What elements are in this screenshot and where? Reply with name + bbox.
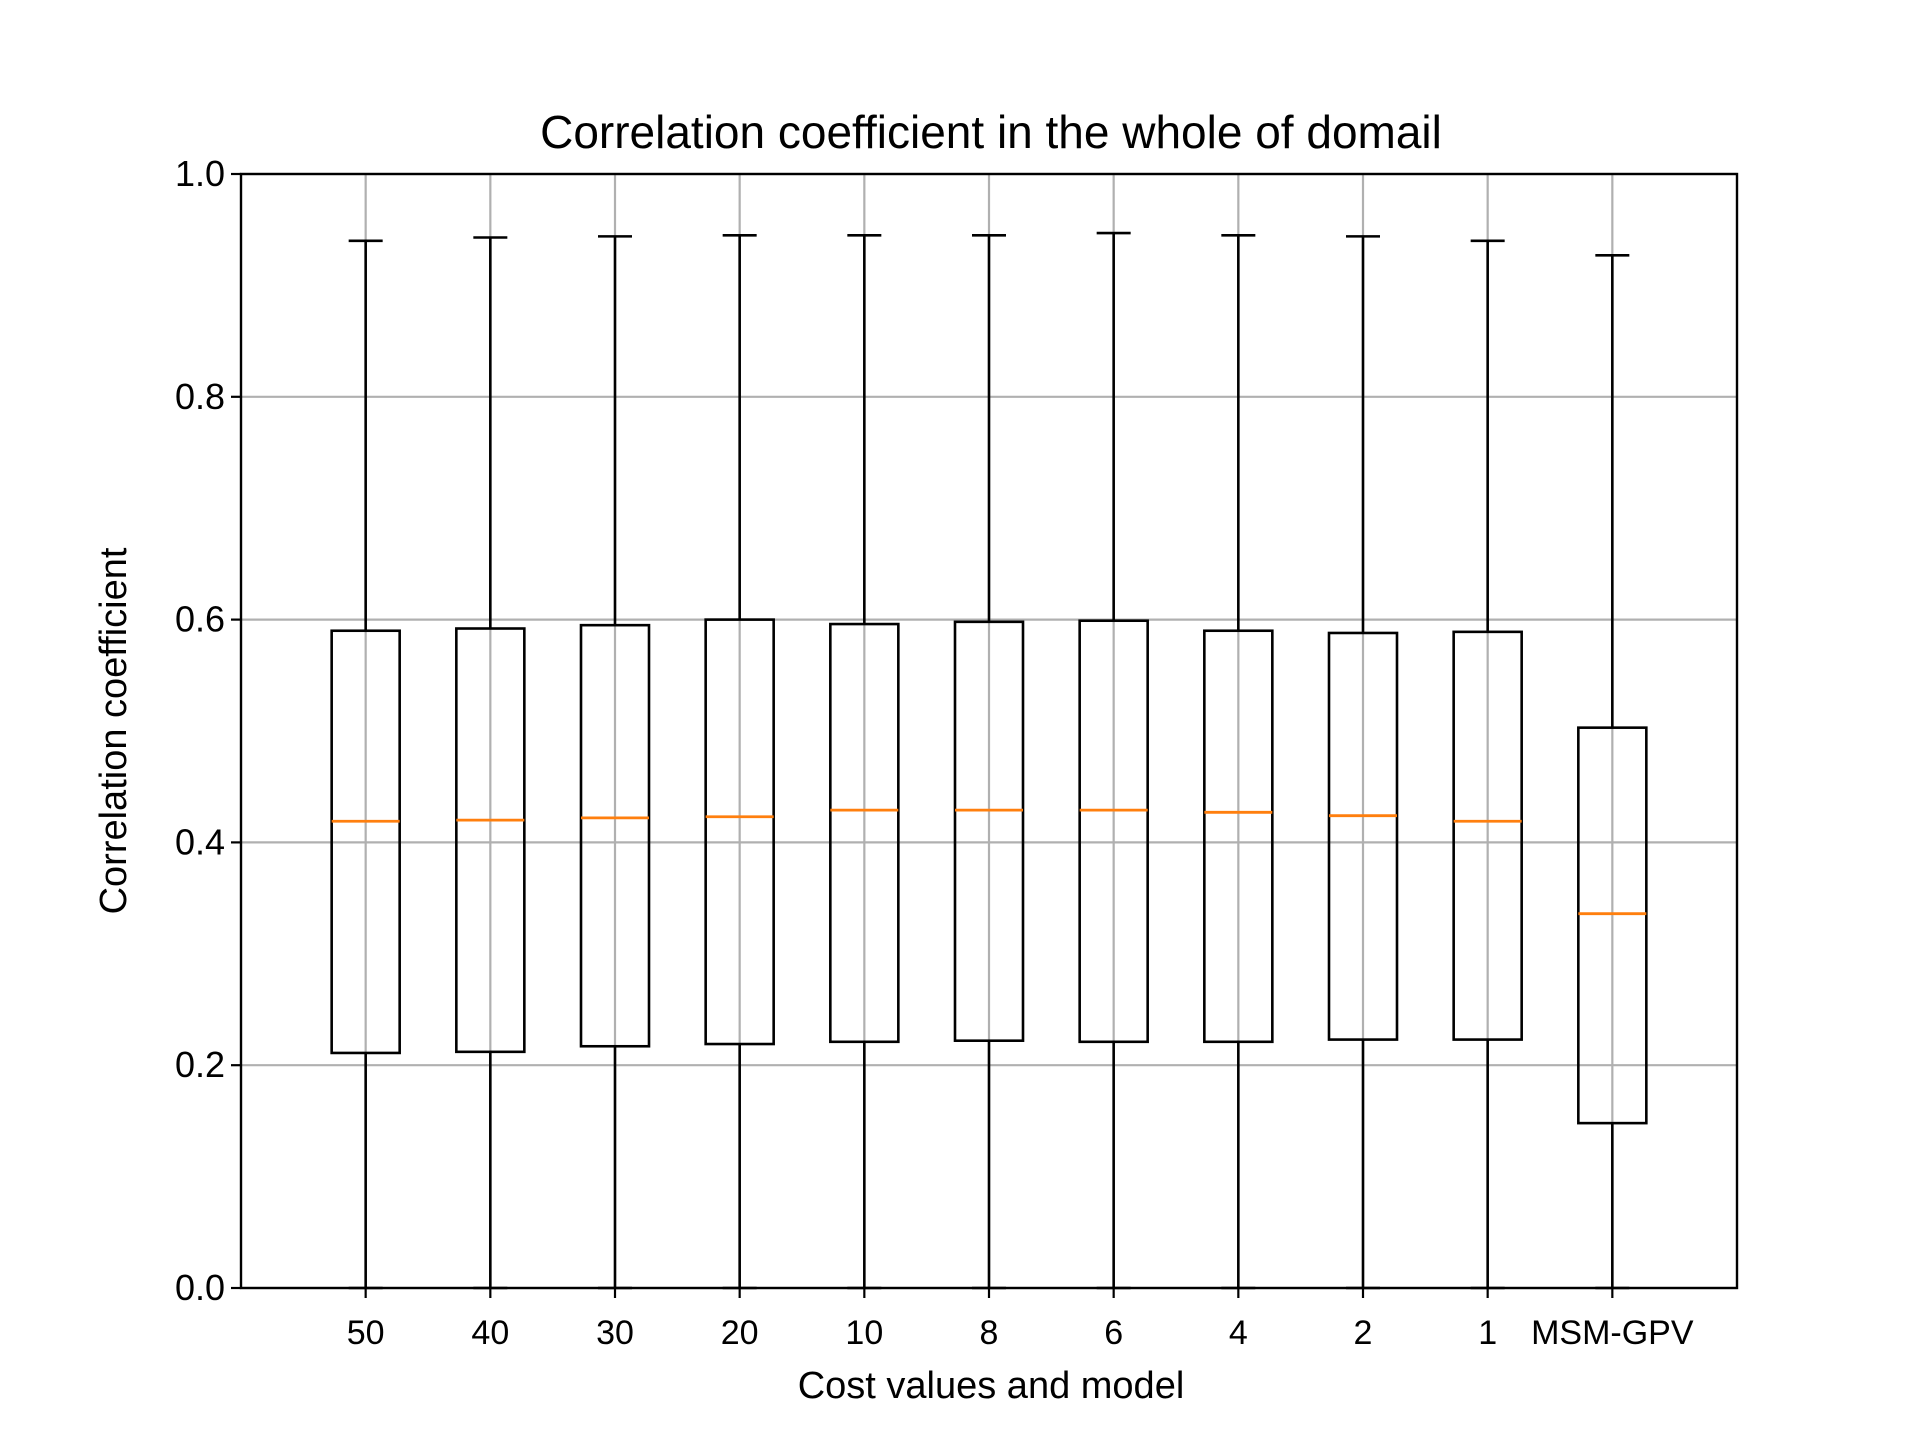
plot-area-frame <box>239 172 1739 1290</box>
box-group-40 <box>455 236 526 1290</box>
iqr-box <box>1452 630 1523 1041</box>
box-group-50 <box>330 239 401 1290</box>
box-group-8 <box>953 233 1025 1290</box>
iqr-box <box>704 618 775 1046</box>
y-tick-label: 1.0 <box>175 153 225 194</box>
y-axis: 0.0 0.2 0.4 0.6 0.8 1.0 <box>175 153 241 1308</box>
chart-title: Correlation coefficient in the whole of … <box>540 106 1442 158</box>
y-tick-label: 0.0 <box>175 1267 225 1308</box>
x-tick-label: 20 <box>721 1314 759 1352</box>
x-tick-label: 40 <box>471 1314 509 1352</box>
x-axis: 50 40 30 20 10 8 6 4 2 1 MSM-GPV <box>347 1288 1694 1352</box>
x-tick-label: 6 <box>1104 1314 1123 1352</box>
x-tick-label: 10 <box>845 1314 883 1352</box>
box-group-20 <box>704 233 775 1290</box>
x-tick-label: 4 <box>1229 1314 1248 1352</box>
x-tick-label: 2 <box>1354 1314 1373 1352</box>
box-group-MSM-GPV <box>1577 254 1648 1290</box>
y-tick-label: 0.8 <box>175 376 225 417</box>
y-tick-label: 0.6 <box>175 599 225 640</box>
box-group-4 <box>1203 233 1274 1290</box>
y-axis-label: Correlation coefficient <box>93 547 135 914</box>
x-axis-label: Cost values and model <box>798 1365 1185 1407</box>
iqr-box <box>953 620 1025 1042</box>
iqr-box <box>455 627 526 1054</box>
iqr-box <box>1577 726 1648 1125</box>
x-tick-label: 8 <box>980 1314 999 1352</box>
iqr-box <box>1078 619 1149 1044</box>
iqr-box <box>330 629 401 1055</box>
box-group-10 <box>829 233 900 1290</box>
x-tick-label: 30 <box>596 1314 634 1352</box>
y-tick-label: 0.4 <box>175 821 225 862</box>
box-series <box>330 231 1648 1290</box>
iqr-box <box>829 622 900 1044</box>
iqr-box <box>1327 631 1399 1041</box>
x-tick-label: 1 <box>1478 1314 1497 1352</box>
x-tick-label: 50 <box>347 1314 385 1352</box>
x-tick-label: MSM-GPV <box>1531 1314 1694 1352</box>
iqr-box <box>1203 629 1274 1044</box>
y-tick-label: 0.2 <box>175 1044 225 1085</box>
iqr-box <box>579 623 651 1048</box>
